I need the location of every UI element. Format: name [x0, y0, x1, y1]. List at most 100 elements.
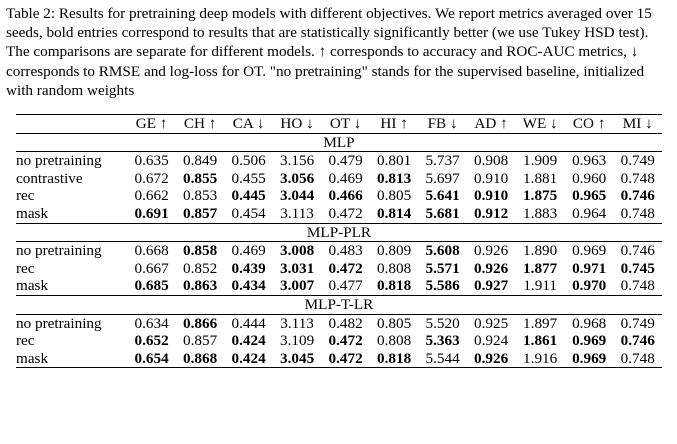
- section-header-row: MLP-T-LR: [16, 294, 662, 315]
- column-header: WE ↓: [515, 114, 565, 134]
- metric-cell: 0.809: [369, 241, 419, 260]
- metric-cell: 3.007: [280, 277, 315, 295]
- metric-cell: 0.746: [620, 187, 655, 205]
- metric-cell: 0.912: [474, 204, 509, 222]
- metric-cell: 0.477: [328, 277, 363, 295]
- metric-cell: 1.861: [523, 332, 558, 350]
- metric-cell: 0.808: [377, 259, 412, 277]
- table-row: mask 0.691 0.857 0.454 3.113 0.472 0.814 5.681 0…: [16, 205, 662, 223]
- metric-cell: 5.544: [418, 349, 467, 369]
- method-name: no pretraining: [16, 313, 128, 333]
- metric-cell: 0.748: [613, 349, 662, 369]
- metric-cell: 0.748: [620, 204, 655, 222]
- metric-cell: 1.875: [523, 187, 558, 205]
- metric-cell: 1.890: [515, 241, 565, 260]
- metric-cell: 3.008: [272, 241, 322, 260]
- metric-cell: 5.681: [425, 204, 460, 222]
- metric-cell: 0.748: [620, 277, 655, 295]
- metric-cell: 0.668: [127, 241, 176, 260]
- metric-cell: 0.685: [134, 277, 169, 295]
- metric-cell: 3.031: [280, 259, 315, 277]
- metric-cell: 0.964: [572, 204, 607, 222]
- metric-cell: 5.641: [425, 187, 460, 205]
- metric-cell: 0.910: [474, 187, 509, 205]
- table-row: no pretraining 0.635 0.849 0.506 3.156 0.479 0…: [16, 151, 662, 170]
- table-row: rec 0.662 0.853 0.445 3.044 0.466 0.805 5.641 0.…: [16, 187, 662, 205]
- metric-cell: 0.818: [377, 277, 412, 295]
- column-header: AD ↑: [466, 114, 516, 134]
- metric-cell: 0.814: [377, 204, 412, 222]
- metric-cell: 0.858: [175, 241, 225, 260]
- table-body: MLP no pretraining 0.635 0.849 0.506 3.156 0.4…: [16, 132, 662, 369]
- metric-cell: 3.109: [280, 332, 315, 350]
- table-row: rec 0.652 0.857 0.424 3.109 0.472 0.808 5.363 0.…: [16, 332, 662, 350]
- metric-cell: 3.045: [272, 349, 322, 369]
- metric-cell: 0.424: [231, 332, 266, 350]
- method-name: contrastive: [16, 169, 83, 187]
- metric-cell: 0.444: [224, 313, 273, 333]
- metric-cell: 0.924: [474, 332, 509, 350]
- metric-cell: 0.927: [474, 277, 509, 295]
- metric-cell: 0.855: [183, 169, 218, 187]
- metric-cell: 0.868: [175, 349, 225, 369]
- metric-cell: 0.971: [572, 259, 607, 277]
- metric-cell: 0.963: [564, 151, 614, 170]
- metric-cell: 5.697: [425, 169, 460, 187]
- metric-cell: 0.969: [564, 349, 614, 369]
- table-caption: Table 2: Results for pretraining deep mo…: [6, 5, 652, 99]
- metric-cell: 3.044: [280, 187, 315, 205]
- section-title: MLP-PLR: [16, 222, 662, 242]
- section-header-row: MLP: [16, 132, 662, 152]
- table-row: mask 0.685 0.863 0.434 3.007 0.477 0.818 5.586 0…: [16, 277, 662, 295]
- metric-cell: 5.571: [425, 259, 460, 277]
- method-name: no pretraining: [16, 151, 128, 170]
- metric-cell: 0.857: [183, 204, 218, 222]
- metric-cell: 0.455: [231, 169, 266, 187]
- metric-cell: 0.469: [224, 241, 273, 260]
- metric-cell: 1.877: [523, 259, 558, 277]
- metric-cell: 0.857: [183, 332, 218, 350]
- metric-cell: 0.472: [321, 349, 370, 369]
- metric-cell: 0.466: [328, 187, 363, 205]
- metric-cell: 0.691: [134, 204, 169, 222]
- section-header-row: MLP-PLR: [16, 222, 662, 242]
- metric-cell: 0.805: [369, 313, 419, 333]
- metric-cell: 0.970: [572, 277, 607, 295]
- metric-cell: 0.801: [369, 151, 419, 170]
- metric-cell: 0.960: [572, 169, 607, 187]
- metric-cell: 1.909: [515, 151, 565, 170]
- metric-cell: 0.852: [183, 259, 218, 277]
- metric-cell: 0.926: [466, 349, 516, 369]
- metric-cell: 0.969: [564, 241, 614, 260]
- section-title: MLP-T-LR: [16, 294, 662, 315]
- metric-cell: 0.652: [134, 332, 169, 350]
- method-name: mask: [16, 349, 128, 369]
- metric-cell: 0.479: [321, 151, 370, 170]
- metric-cell: 0.749: [613, 151, 662, 170]
- column-header: OT ↓: [321, 114, 370, 134]
- metric-cell: 0.805: [377, 187, 412, 205]
- table-row: mask 0.654 0.868 0.424 3.045 0.472 0.818 5.544 0…: [16, 349, 662, 369]
- metric-cell: 0.445: [231, 187, 266, 205]
- metric-cell: 0.748: [620, 169, 655, 187]
- metric-cell: 0.749: [613, 313, 662, 333]
- metric-cell: 5.737: [418, 151, 467, 170]
- metric-cell: 0.818: [369, 349, 419, 369]
- metric-cell: 0.424: [224, 349, 273, 369]
- metric-cell: 0.908: [466, 151, 516, 170]
- column-header: HI ↑: [369, 114, 419, 134]
- metric-cell: 0.635: [127, 151, 176, 170]
- metric-cell: 0.745: [620, 259, 655, 277]
- metric-cell: 0.483: [321, 241, 370, 260]
- table-row: no pretraining 0.668 0.858 0.469 3.008 0.483 0…: [16, 241, 662, 260]
- header-row: GE ↑ CH ↑ CA ↓ HO ↓ OT ↓ HI ↑ FB ↓ AD ↑ WE ↓ CO ↑…: [16, 114, 662, 134]
- metric-cell: 0.910: [474, 169, 509, 187]
- metric-cell: 0.506: [224, 151, 273, 170]
- metric-cell: 0.853: [183, 187, 218, 205]
- section-title: MLP: [16, 132, 662, 152]
- method-name: mask: [16, 277, 49, 295]
- column-header: CO ↑: [564, 114, 614, 134]
- method-name: rec: [16, 259, 35, 277]
- metric-cell: 5.363: [425, 332, 460, 350]
- metric-cell: 0.849: [175, 151, 225, 170]
